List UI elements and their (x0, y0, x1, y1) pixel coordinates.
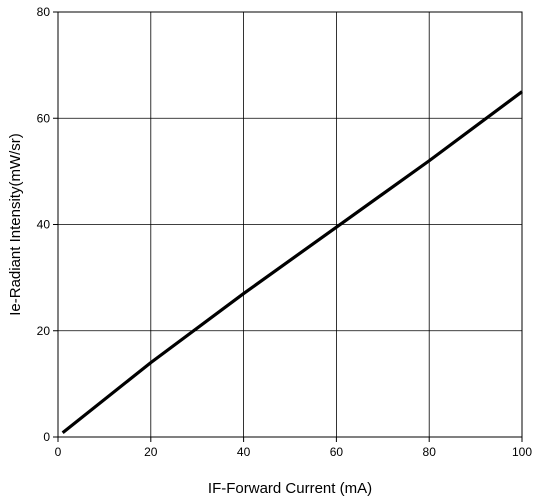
x-tick-label: 40 (237, 445, 251, 459)
x-tick-label: 20 (144, 445, 158, 459)
grid (57, 11, 523, 438)
y-tick-label: 40 (37, 218, 51, 232)
y-tick-label: 80 (37, 5, 51, 19)
x-tick-label: 60 (330, 445, 344, 459)
x-axis-ticks: 0 20 40 60 80 100 (55, 437, 532, 459)
series-layer (61, 90, 523, 435)
y-axis-ticks: 0 20 40 60 80 (37, 5, 58, 444)
x-tick-label: 100 (512, 445, 532, 459)
y-tick-label: 60 (37, 111, 51, 125)
x-tick-label: 0 (55, 445, 62, 459)
x-tick-label: 80 (423, 445, 437, 459)
series-line (61, 90, 523, 435)
y-tick-label: 0 (43, 430, 50, 444)
x-axis-label: IF-Forward Current (mA) (208, 480, 372, 497)
y-tick-label: 20 (37, 324, 51, 338)
y-axis-label: Ie-Radiant Intensity(mW/sr) (7, 133, 24, 316)
